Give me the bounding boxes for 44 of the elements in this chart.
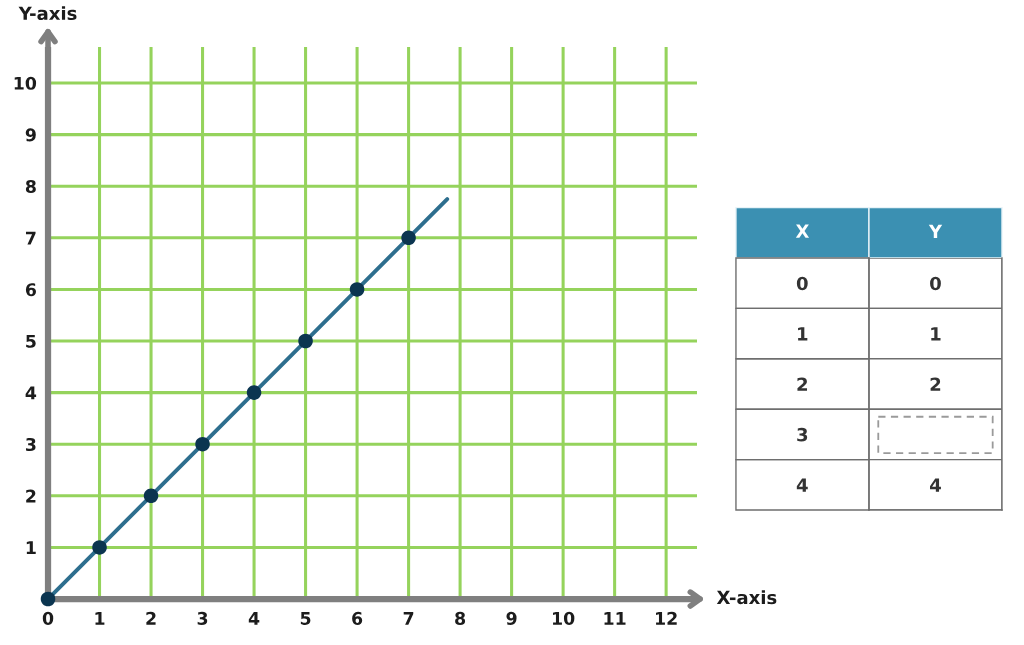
x-tick-label: 7 — [403, 612, 414, 625]
point — [92, 540, 107, 555]
y-tick-label: 0 — [796, 276, 808, 291]
y-tick-label: 4 — [796, 478, 808, 492]
x-tick-label: 11 — [604, 612, 626, 625]
data-label: 1 — [931, 327, 941, 341]
y-tick-label: 7 — [26, 231, 36, 245]
x-tick-label: 4 — [248, 612, 260, 625]
x-tick-label: 0 — [42, 611, 54, 625]
x-tick-label: 5 — [300, 612, 311, 625]
y-tick-label: 2 — [26, 489, 36, 503]
x-tick-label: 1 — [95, 612, 105, 625]
y-tick-label: 8 — [25, 179, 36, 194]
point — [349, 282, 365, 297]
point — [143, 488, 159, 504]
x-tick-label: 8 — [455, 611, 466, 625]
data-label: 0 — [930, 276, 941, 291]
y-tick-label: 6 — [25, 283, 36, 297]
x-tick-label: 10 — [552, 611, 575, 625]
point — [401, 230, 416, 246]
x-tick-label: 2 — [146, 611, 156, 625]
x-tick-label: 9 — [506, 611, 517, 625]
y-tick-label: 10 — [14, 76, 37, 90]
y-tick-label: 9 — [25, 128, 36, 142]
point — [195, 436, 210, 452]
x-tick-label: Y — [928, 224, 943, 238]
point — [246, 385, 262, 400]
point — [298, 333, 313, 349]
y-axis-title: X — [795, 224, 810, 238]
x-tick-label: 12 — [656, 611, 677, 625]
data-label: 2 — [930, 377, 941, 391]
y-tick-label: 3 — [26, 437, 36, 452]
x-tick-label: 6 — [352, 611, 363, 625]
y-tick-label: 5 — [26, 334, 36, 348]
x-tick-label: 3 — [197, 611, 208, 625]
y-tick-label: 2 — [797, 377, 808, 391]
data-label: 4 — [930, 478, 941, 492]
y-axis-title: Y-axis — [18, 6, 77, 21]
y-tick-label: 3 — [797, 427, 808, 442]
point — [40, 591, 56, 607]
y-tick-label: 1 — [26, 541, 36, 555]
y-tick-label: 4 — [25, 386, 37, 400]
y-tick-label: 1 — [798, 327, 808, 341]
x-axis-title: X-axis — [716, 590, 777, 605]
